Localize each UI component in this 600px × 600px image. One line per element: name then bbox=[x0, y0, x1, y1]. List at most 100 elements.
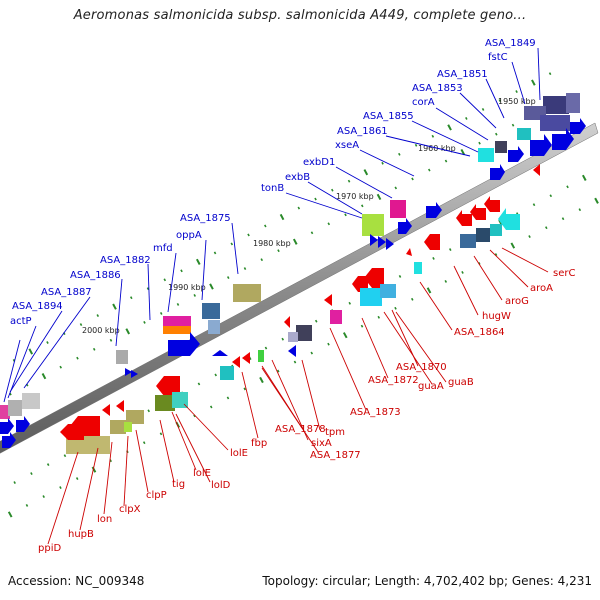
scale-tick bbox=[226, 276, 230, 280]
gene-arrow bbox=[168, 332, 200, 356]
scale-tick bbox=[314, 319, 318, 323]
scale-tick bbox=[327, 222, 331, 226]
gene-label: lon bbox=[97, 514, 112, 525]
scale-tick bbox=[360, 324, 364, 328]
gene-label: serC bbox=[553, 268, 575, 279]
gene-arrow bbox=[570, 118, 586, 134]
scale-tick bbox=[531, 79, 536, 86]
scale-tick bbox=[25, 504, 29, 507]
gene-arrow bbox=[533, 164, 540, 176]
scale-tick bbox=[230, 242, 234, 246]
gene-arrow bbox=[398, 218, 412, 234]
gene-arrow bbox=[288, 345, 296, 357]
gene-arrow bbox=[370, 234, 378, 246]
gene-block bbox=[110, 420, 126, 434]
scale-label-1970: 1970 kbp bbox=[336, 192, 374, 201]
scale-tick bbox=[432, 257, 435, 260]
forward-leaders bbox=[3, 47, 541, 403]
scale-tick bbox=[264, 224, 267, 228]
scale-tick bbox=[581, 174, 587, 181]
gene-label: ASA_1875 bbox=[180, 213, 231, 224]
gene-arrow bbox=[490, 164, 505, 180]
gene-label: corA bbox=[412, 97, 435, 108]
gene-block bbox=[540, 115, 570, 131]
scale-tick bbox=[159, 432, 163, 436]
gene-label: ASA_1872 bbox=[368, 375, 419, 386]
gene-block bbox=[116, 350, 128, 364]
scale-tick bbox=[259, 376, 264, 384]
scale-tick bbox=[195, 258, 201, 265]
scale-tick bbox=[96, 314, 100, 318]
scale-tick bbox=[398, 274, 402, 278]
scale-tick bbox=[511, 123, 515, 127]
gene-label: oppA bbox=[176, 230, 202, 241]
gene-arrow bbox=[0, 418, 14, 434]
gene-arrow bbox=[232, 356, 240, 368]
scale-tick bbox=[561, 217, 565, 221]
gene-label: exbB bbox=[285, 172, 310, 183]
gene-label: tig bbox=[172, 479, 185, 490]
gene-arrow bbox=[498, 208, 520, 230]
scale-tick bbox=[398, 152, 401, 156]
scale-tick bbox=[42, 495, 45, 498]
gene-label: xseA bbox=[335, 140, 359, 151]
forward-labels: ASA_1849 fstC ASA_1851 ASA_1853 corA ASA… bbox=[10, 38, 536, 327]
scale-tick bbox=[410, 297, 414, 301]
scale-tick bbox=[142, 441, 146, 445]
gene-label: lolD bbox=[211, 480, 231, 491]
scale-tick bbox=[276, 369, 280, 373]
scale-tick bbox=[247, 233, 250, 237]
gene-arrow bbox=[60, 424, 84, 440]
scale-tick bbox=[297, 206, 301, 210]
scale-tick bbox=[92, 347, 96, 351]
gene-label: ASA_1861 bbox=[337, 126, 388, 137]
gene-block bbox=[124, 422, 132, 432]
scale-tick bbox=[41, 373, 47, 380]
scale-tick bbox=[197, 382, 201, 386]
gene-block bbox=[360, 288, 382, 306]
scale-tick bbox=[279, 213, 285, 221]
scale-tick bbox=[125, 328, 131, 335]
gene-label: exbD1 bbox=[303, 157, 335, 168]
scale-tick bbox=[176, 303, 180, 306]
scale-tick bbox=[260, 258, 264, 262]
scale-tick bbox=[76, 356, 79, 360]
gene-block bbox=[490, 224, 502, 236]
gene-label: ASA_1882 bbox=[100, 255, 151, 266]
gene-block bbox=[543, 96, 569, 114]
scale-tick bbox=[360, 204, 364, 208]
scale-tick bbox=[293, 360, 297, 364]
scale-tick bbox=[498, 99, 502, 102]
scale-tick bbox=[214, 373, 217, 377]
gene-arrow bbox=[406, 248, 412, 256]
gene-block bbox=[258, 350, 264, 362]
gene-label: ppiD bbox=[38, 543, 61, 554]
scale-tick bbox=[331, 188, 334, 192]
gene-label: ASA_1894 bbox=[12, 301, 63, 312]
scale-tick bbox=[426, 287, 432, 294]
gene-arrow bbox=[116, 400, 124, 412]
scale-tick bbox=[109, 338, 113, 342]
gene-block bbox=[495, 141, 507, 153]
gene-label: ASA_1851 bbox=[437, 69, 488, 80]
scale-tick bbox=[510, 242, 516, 249]
scale-tick bbox=[465, 117, 468, 120]
scale-tick bbox=[545, 226, 548, 230]
gene-block bbox=[517, 128, 531, 140]
scale-tick bbox=[377, 315, 381, 319]
gene-label: clpX bbox=[119, 504, 141, 515]
scale-tick bbox=[46, 463, 50, 467]
scale-tick bbox=[460, 148, 466, 156]
gene-block bbox=[22, 393, 40, 409]
gene-block bbox=[202, 303, 220, 319]
scale-tick bbox=[566, 185, 569, 189]
gene-label: ASA_1887 bbox=[41, 287, 92, 298]
gene-label: actP bbox=[10, 316, 32, 327]
scale-tick bbox=[515, 90, 518, 93]
gene-label: ASA_1855 bbox=[363, 111, 414, 122]
gene-arrow bbox=[16, 416, 30, 432]
scale-tick bbox=[461, 271, 464, 274]
gene-block bbox=[566, 93, 580, 113]
gene-block bbox=[380, 284, 396, 298]
